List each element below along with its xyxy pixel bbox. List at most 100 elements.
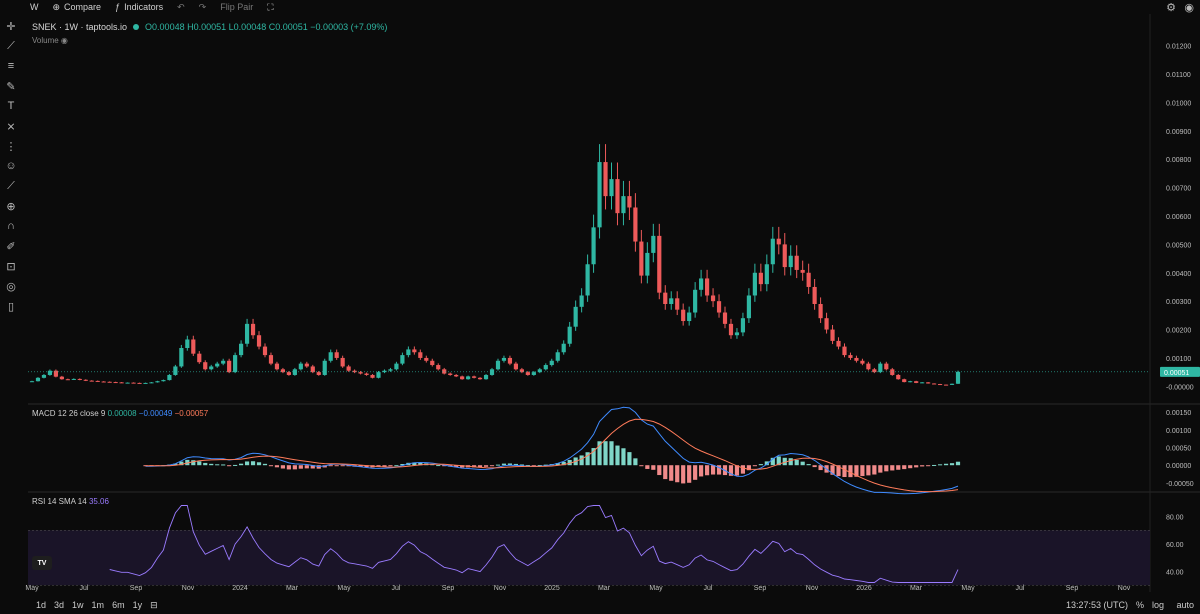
compare-button[interactable]: ⊕ Compare (53, 2, 102, 13)
ruler-icon[interactable]: ⟋ (7, 179, 15, 192)
macd-hist-bar (561, 461, 566, 466)
lock-icon[interactable]: ⊡ (6, 260, 16, 273)
emoji-icon[interactable]: ☺ (5, 160, 17, 172)
price-tick-label: 0.01100 (1166, 72, 1191, 79)
candle-body (782, 244, 787, 268)
time-tick-label: May (961, 585, 975, 592)
interval-button[interactable]: W (30, 2, 39, 12)
macd-hist-bar (197, 461, 202, 466)
candle-body (310, 366, 315, 373)
macd-hist-bar (872, 465, 877, 475)
zoom-icon[interactable]: ⊕ (6, 200, 16, 213)
macd-hist-bar (471, 465, 477, 468)
percent-toggle[interactable]: % (1135, 600, 1144, 610)
eye-icon[interactable]: ◉ (60, 36, 68, 45)
tradingview-logo[interactable]: TV (32, 556, 52, 570)
macd-hist-bar (215, 464, 220, 466)
rsi-value: 35.06 (88, 497, 109, 506)
candle-body (645, 252, 650, 276)
time-tick-label: Nov (182, 585, 195, 592)
macd-hist-bar (603, 441, 608, 466)
candle-body (603, 162, 608, 197)
candle-body (776, 238, 781, 245)
macd-hist-bar (890, 465, 895, 471)
time-tick-label: Sep (754, 585, 767, 592)
candle-body (788, 255, 793, 268)
time-tick-label: Jul (80, 585, 89, 592)
candle-body (460, 376, 465, 380)
indicators-button[interactable]: ƒ Indicators (115, 2, 163, 12)
range-3d[interactable]: 3d (54, 600, 65, 610)
candle-body (561, 343, 566, 353)
eye-icon[interactable]: ◎ (6, 280, 16, 293)
auto-toggle[interactable]: auto (1176, 600, 1194, 610)
lock-drawing-icon[interactable]: ✐ (6, 240, 16, 253)
time-tick-label: Mar (286, 585, 299, 592)
candle-body (597, 162, 602, 228)
macd-hist-bar (615, 445, 620, 466)
macd-hist-bar (513, 463, 519, 466)
crosshair-icon[interactable]: ✛ (6, 20, 16, 33)
text-icon[interactable]: T (7, 100, 15, 112)
macd-hist-bar (770, 457, 775, 466)
macd-hist-bar (848, 465, 853, 478)
candle-body (728, 323, 734, 336)
snapshot-camera-icon[interactable]: ◉ (1184, 2, 1194, 14)
candle-body (555, 352, 560, 361)
candle-body (47, 370, 53, 375)
brush-icon[interactable]: ✎ (6, 80, 16, 93)
macd-hist-bar (292, 465, 297, 470)
candle-body (334, 352, 339, 358)
time-tick-label: Mar (598, 585, 611, 592)
range-1m[interactable]: 1m (91, 600, 105, 610)
rsi-tick-label: 60.00 (1166, 542, 1184, 549)
candle-body (716, 301, 722, 313)
settings-gear-icon[interactable]: ⚙ (1166, 2, 1176, 14)
candle-body (926, 382, 931, 384)
candle-body (531, 372, 536, 375)
ohlc-values: O0.00048 H0.00051 L0.00048 C0.00051 −0.0… (145, 22, 387, 32)
trash-icon[interactable]: ▯ (7, 300, 15, 313)
time-tick-label: May (25, 585, 39, 592)
fib-icon[interactable]: ≡ (7, 60, 15, 72)
candle-body (185, 339, 190, 348)
redo-button[interactable]: ↷ (199, 2, 207, 13)
fullscreen-button[interactable]: ⛶ (267, 2, 273, 13)
undo-button[interactable]: ↶ (177, 2, 185, 13)
candle-body (842, 346, 847, 356)
candle-body (328, 352, 333, 361)
log-toggle[interactable]: log (1151, 600, 1164, 610)
flip-pair-button[interactable]: Flip Pair (220, 2, 253, 12)
candle-body (579, 295, 584, 307)
volume-label: Volume (32, 36, 59, 45)
price-tick-label: 0.00400 (1166, 271, 1191, 278)
magnet-icon[interactable]: ∩ (7, 220, 15, 232)
macd-hist-bar (627, 452, 632, 466)
price-tick-label: 0.00500 (1166, 242, 1191, 249)
time-tick-label: Nov (1118, 585, 1131, 592)
range-1y[interactable]: 1y (132, 600, 143, 610)
volume-legend[interactable]: Volume ◉ (32, 36, 68, 45)
candle-body (376, 372, 381, 378)
pattern-icon[interactable]: ⨯ (6, 120, 16, 133)
time-tick-label: Jul (1016, 585, 1025, 592)
candle-body (382, 370, 387, 373)
trend-line-icon[interactable]: ⟋ (7, 39, 15, 52)
candle-body (113, 382, 118, 384)
macd-hist-bar (179, 461, 184, 466)
macd-hist-bar (519, 464, 524, 466)
candle-body (896, 374, 901, 380)
macd-tick-label: 0.00150 (1166, 410, 1191, 417)
candle-body (346, 366, 351, 371)
measure-icon[interactable]: ⋮ (5, 140, 17, 153)
date-range-icon[interactable]: ⊟ (150, 599, 158, 610)
candle-body (884, 363, 889, 370)
price-tick-label: 0.00800 (1166, 157, 1191, 164)
macd-hist-bar (734, 465, 740, 476)
macd-hist-bar (740, 465, 746, 474)
macd-line (145, 406, 959, 495)
range-1w[interactable]: 1w (72, 600, 84, 610)
range-6m[interactable]: 6m (112, 600, 125, 610)
range-1d[interactable]: 1d (36, 600, 47, 610)
